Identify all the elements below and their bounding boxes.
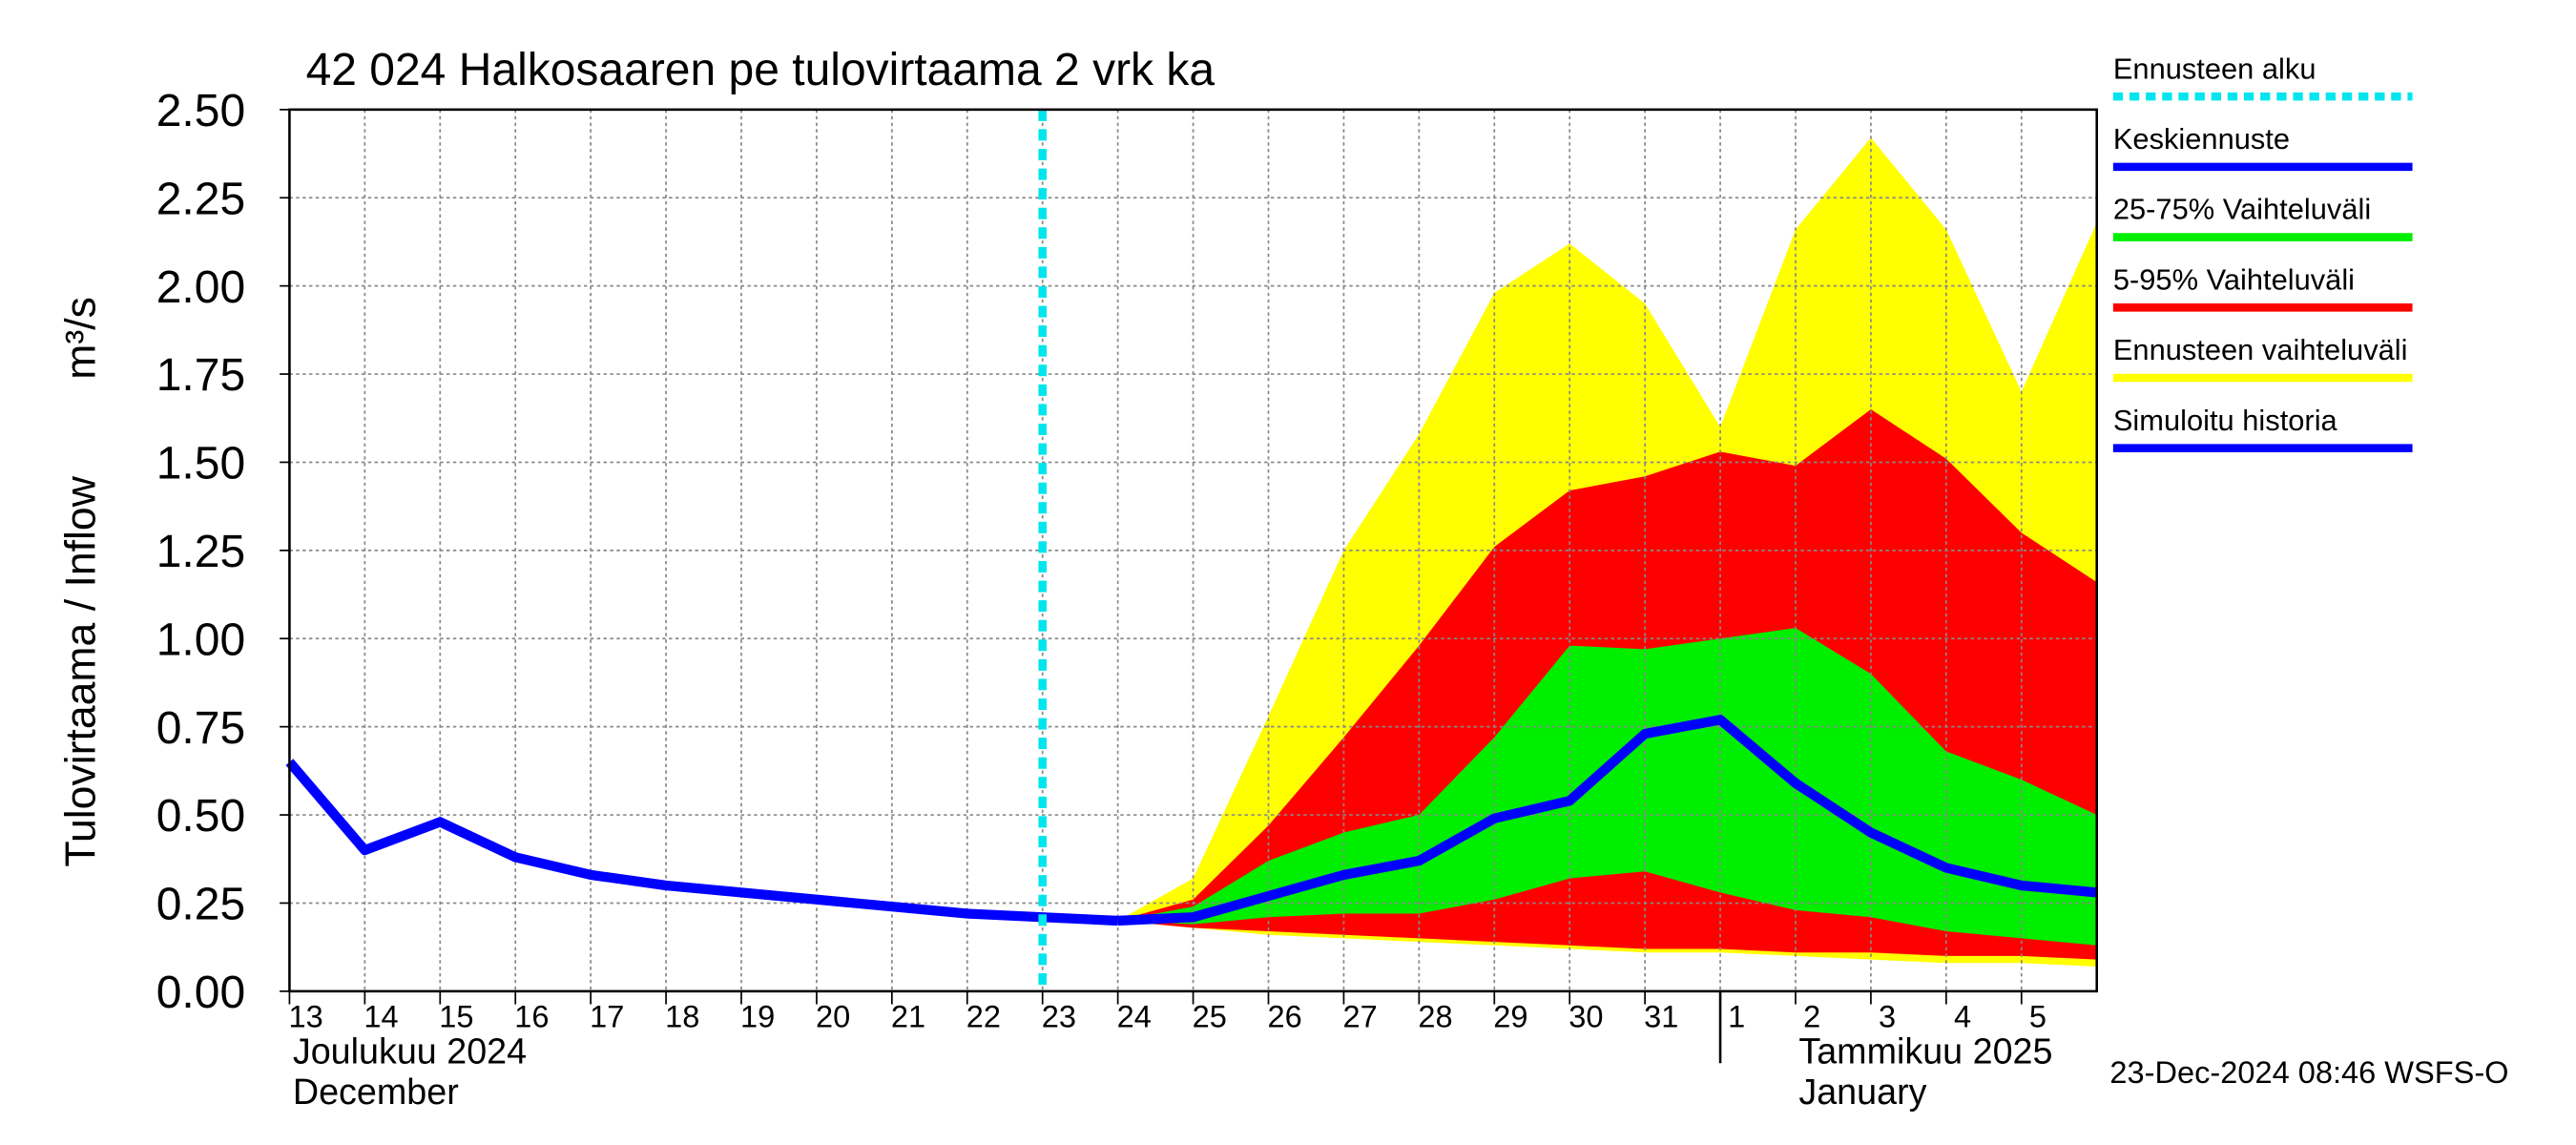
x-tick-label: 21: [891, 1000, 925, 1034]
x-tick-label: 13: [288, 1000, 322, 1034]
x-tick-label: 18: [665, 1000, 699, 1034]
month-label: January: [1798, 1072, 1926, 1112]
x-tick-label: 16: [514, 1000, 549, 1034]
y-tick-label: 2.25: [156, 174, 245, 224]
x-tick-label: 2: [1803, 1000, 1820, 1034]
chart-title: 42 024 Halkosaaren pe tulovirtaama 2 vrk…: [306, 45, 1215, 95]
x-tick-label: 20: [816, 1000, 850, 1034]
y-tick-label: 0.25: [156, 880, 245, 930]
x-tick-label: 29: [1493, 1000, 1527, 1034]
y-tick-label: 2.50: [156, 86, 245, 136]
x-tick-label: 22: [966, 1000, 1001, 1034]
timestamp: 23-Dec-2024 08:46 WSFS-O: [2109, 1055, 2508, 1090]
y-tick-label: 2.00: [156, 262, 245, 313]
x-tick-label: 28: [1418, 1000, 1452, 1034]
series-line: [1117, 715, 2098, 926]
x-tick-label: 27: [1342, 1000, 1377, 1034]
x-tick-label: 17: [590, 1000, 624, 1034]
legend-label: Ennusteen alku: [2113, 52, 2316, 85]
x-tick-label: 26: [1268, 1000, 1302, 1034]
y-tick-label: 0.75: [156, 703, 245, 754]
x-tick-label: 1: [1728, 1000, 1745, 1034]
y-axis-unit: m³/s: [57, 297, 104, 380]
x-tick-label: 4: [1954, 1000, 1971, 1034]
month-label: Joulukuu 2024: [293, 1030, 527, 1071]
y-tick-label: 1.50: [156, 439, 245, 489]
x-tick-label: 30: [1568, 1000, 1603, 1034]
band-area: [1117, 628, 2097, 946]
series-line: [285, 759, 1118, 926]
y-tick-label: 1.25: [156, 527, 245, 577]
x-tick-label: 31: [1644, 1000, 1678, 1034]
y-tick-label: 1.75: [156, 350, 245, 401]
legend-label: Simuloitu historia: [2113, 404, 2338, 437]
y-tick-label: 0.00: [156, 968, 245, 1018]
y-tick-label: 0.50: [156, 791, 245, 842]
y-axis-label: Tulovirtaama / Inflow: [57, 475, 104, 866]
y-tick-label: 1.00: [156, 614, 245, 665]
month-label: Tammikuu 2025: [1798, 1030, 2052, 1071]
legend-label: 25-75% Vaihteluväli: [2113, 193, 2371, 226]
month-label: December: [293, 1072, 459, 1112]
x-tick-label: 14: [364, 1000, 398, 1034]
legend-label: Ennusteen vaihteluväli: [2113, 333, 2408, 366]
x-tick-label: 5: [2029, 1000, 2046, 1034]
x-tick-label: 24: [1117, 1000, 1152, 1034]
x-tick-label: 23: [1042, 1000, 1076, 1034]
x-tick-label: 25: [1193, 1000, 1227, 1034]
x-tick-label: 19: [740, 1000, 775, 1034]
legend-label: 5-95% Vaihteluväli: [2113, 262, 2355, 296]
x-tick-label: 15: [439, 1000, 473, 1034]
x-tick-label: 3: [1879, 1000, 1896, 1034]
legend-label: Keskiennuste: [2113, 122, 2290, 156]
